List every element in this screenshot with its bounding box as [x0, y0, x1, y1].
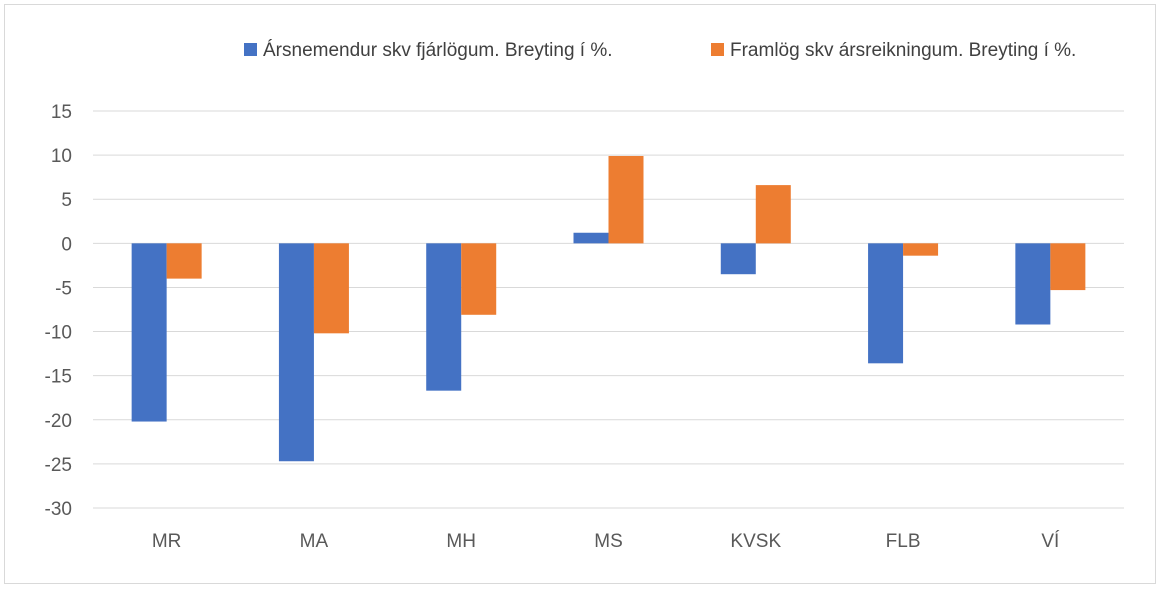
y-tick-label: 15 [51, 102, 72, 123]
bar-ví-series-2 [1050, 243, 1086, 291]
y-tick-label: -5 [55, 278, 72, 299]
gridlines [93, 110, 1124, 509]
y-tick-label: -15 [45, 367, 72, 388]
x-category-label: MA [300, 531, 329, 552]
y-tick-label: 5 [61, 190, 72, 211]
bar-ms-series-1 [573, 232, 609, 244]
x-category-label: MR [152, 531, 182, 552]
bar-ma-series-1 [278, 243, 314, 462]
legend-swatch-series-1 [244, 43, 257, 56]
legend-label-series-2: Framlög skv ársreikningum. Breyting í %. [730, 40, 1076, 61]
x-category-label: MH [446, 531, 476, 552]
x-category-label: MS [594, 531, 623, 552]
bar-flb-series-1 [868, 243, 904, 364]
bars [131, 155, 1086, 462]
bar-kvsk-series-2 [755, 185, 791, 244]
y-axis-tick-labels: 15 10 5 0 -5 -10 -15 -20 -25 -30 [45, 102, 72, 520]
legend-swatch-series-2 [711, 43, 724, 56]
x-category-label: KVSK [730, 531, 781, 552]
bar-ví-series-1 [1015, 243, 1051, 325]
legend-label-series-1: Ársnemendur skv fjárlögum. Breyting í %. [263, 40, 613, 61]
y-tick-label: -20 [45, 411, 72, 432]
bar-flb-series-2 [903, 243, 939, 256]
bar-mr-series-1 [131, 243, 167, 422]
bar-kvsk-series-1 [720, 243, 756, 275]
bar-mr-series-2 [166, 243, 202, 279]
x-axis-category-labels: MR MA MH MS KVSK FLB VÍ [152, 531, 1060, 552]
y-tick-label: -10 [45, 323, 72, 344]
bar-mh-series-1 [426, 243, 462, 391]
bar-ms-series-2 [608, 155, 644, 244]
bar-mh-series-2 [461, 243, 497, 315]
x-category-label: FLB [886, 531, 921, 552]
chart-frame [4, 4, 1156, 584]
y-tick-label: -30 [45, 499, 72, 520]
legend: Ársnemendur skv fjárlögum. Breyting í %.… [244, 40, 1076, 61]
x-category-label: VÍ [1041, 531, 1060, 552]
y-tick-label: 0 [61, 234, 72, 255]
y-tick-label: 10 [51, 146, 72, 167]
y-tick-label: -25 [45, 455, 72, 476]
bar-ma-series-2 [313, 243, 349, 334]
